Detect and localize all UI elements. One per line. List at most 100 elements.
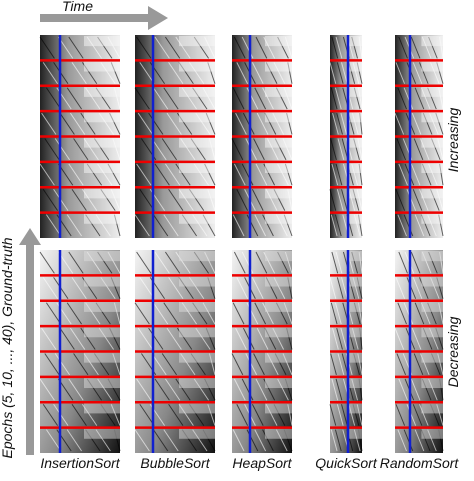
texture-stroke xyxy=(136,378,152,401)
texture-band xyxy=(265,188,292,199)
texture-band xyxy=(179,276,215,287)
texture-stroke xyxy=(148,112,164,135)
texture-band xyxy=(179,112,215,123)
texture-stroke xyxy=(406,404,417,426)
texture-stroke xyxy=(166,112,182,135)
texture-stroke xyxy=(336,327,343,350)
texture-stroke xyxy=(406,62,417,84)
texture-stroke xyxy=(395,62,406,84)
texture-stroke xyxy=(71,188,87,211)
texture-stroke xyxy=(329,404,337,426)
texture-band xyxy=(84,301,120,312)
texture-stroke xyxy=(69,327,86,350)
row-label: Increasing xyxy=(445,107,461,172)
texture-band xyxy=(421,162,443,174)
texture-stroke xyxy=(329,62,337,84)
texture-band xyxy=(84,327,120,338)
texture-stroke xyxy=(340,327,348,350)
texture-stroke xyxy=(254,87,267,110)
texture-band xyxy=(179,86,215,97)
texture-stroke xyxy=(414,429,425,452)
texture-stroke xyxy=(334,214,342,237)
texture-stroke xyxy=(175,378,191,401)
texture-stroke xyxy=(413,138,424,161)
texture-stroke xyxy=(71,277,87,300)
texture-stroke xyxy=(329,277,337,299)
column-label: HeapSort xyxy=(232,455,292,471)
texture-stroke xyxy=(42,403,59,426)
texture-band xyxy=(421,86,443,97)
texture-stroke xyxy=(54,138,71,161)
texture-stroke xyxy=(334,87,342,110)
texture-band xyxy=(421,377,443,389)
texture-band xyxy=(347,162,362,174)
texture-stroke xyxy=(414,214,425,237)
texture-stroke xyxy=(251,277,264,299)
texture-stroke xyxy=(412,62,423,84)
texture-stroke xyxy=(45,214,62,237)
texture-stroke xyxy=(42,188,59,211)
texture-stroke xyxy=(398,163,408,186)
texture-band xyxy=(265,327,292,338)
texture-stroke xyxy=(39,251,55,274)
texture-stroke xyxy=(148,327,164,350)
texture-stroke xyxy=(410,163,421,186)
texture-stroke xyxy=(175,36,191,59)
texture-stroke xyxy=(235,112,247,135)
texture-stroke xyxy=(395,404,406,426)
texture-stroke xyxy=(68,251,84,274)
texture-stroke xyxy=(410,251,421,274)
texture-band xyxy=(84,137,120,148)
texture-stroke xyxy=(41,327,57,350)
texture-stroke xyxy=(163,302,179,325)
texture-stroke xyxy=(168,62,184,85)
texture-band xyxy=(421,403,443,414)
texture-stroke xyxy=(236,62,249,84)
texture-stroke xyxy=(175,163,191,186)
texture-band xyxy=(421,301,443,312)
texture-stroke xyxy=(255,378,268,401)
texture-band xyxy=(347,251,362,262)
texture-stroke xyxy=(251,62,264,84)
heatmap-panel xyxy=(394,35,444,238)
texture-stroke xyxy=(54,353,71,376)
texture-stroke xyxy=(134,214,150,237)
texture-stroke xyxy=(334,302,342,325)
texture-stroke xyxy=(164,36,181,59)
texture-stroke xyxy=(45,429,62,452)
texture-band xyxy=(179,251,215,262)
texture-stroke xyxy=(403,214,414,237)
texture-stroke xyxy=(136,251,152,274)
texture-band xyxy=(347,276,362,287)
texture-band xyxy=(347,86,362,97)
texture-stroke xyxy=(68,378,84,401)
texture-stroke xyxy=(80,112,96,135)
texture-stroke xyxy=(413,353,424,376)
texture-band xyxy=(179,403,215,414)
texture-stroke xyxy=(168,277,184,300)
texture-band xyxy=(421,213,443,224)
texture-stroke xyxy=(39,36,55,59)
texture-band xyxy=(265,162,292,174)
texture-band xyxy=(265,86,292,97)
texture-band xyxy=(347,188,362,199)
texture-stroke xyxy=(403,429,414,452)
texture-stroke xyxy=(80,327,96,350)
texture-stroke xyxy=(137,112,154,135)
texture-band xyxy=(347,137,362,148)
texture-stroke xyxy=(330,302,338,325)
texture-stroke xyxy=(395,277,406,299)
texture-stroke xyxy=(232,87,245,110)
texture-stroke xyxy=(255,163,268,186)
texture-band xyxy=(265,377,292,389)
epochs-arrow xyxy=(19,228,41,455)
texture-stroke xyxy=(73,138,89,161)
texture-stroke xyxy=(329,189,337,211)
texture-stroke xyxy=(397,302,407,325)
texture-stroke xyxy=(39,378,55,401)
texture-stroke xyxy=(232,214,245,237)
texture-stroke xyxy=(403,302,414,325)
texture-stroke xyxy=(262,429,274,452)
texture-band xyxy=(84,276,120,287)
panels xyxy=(39,35,444,453)
